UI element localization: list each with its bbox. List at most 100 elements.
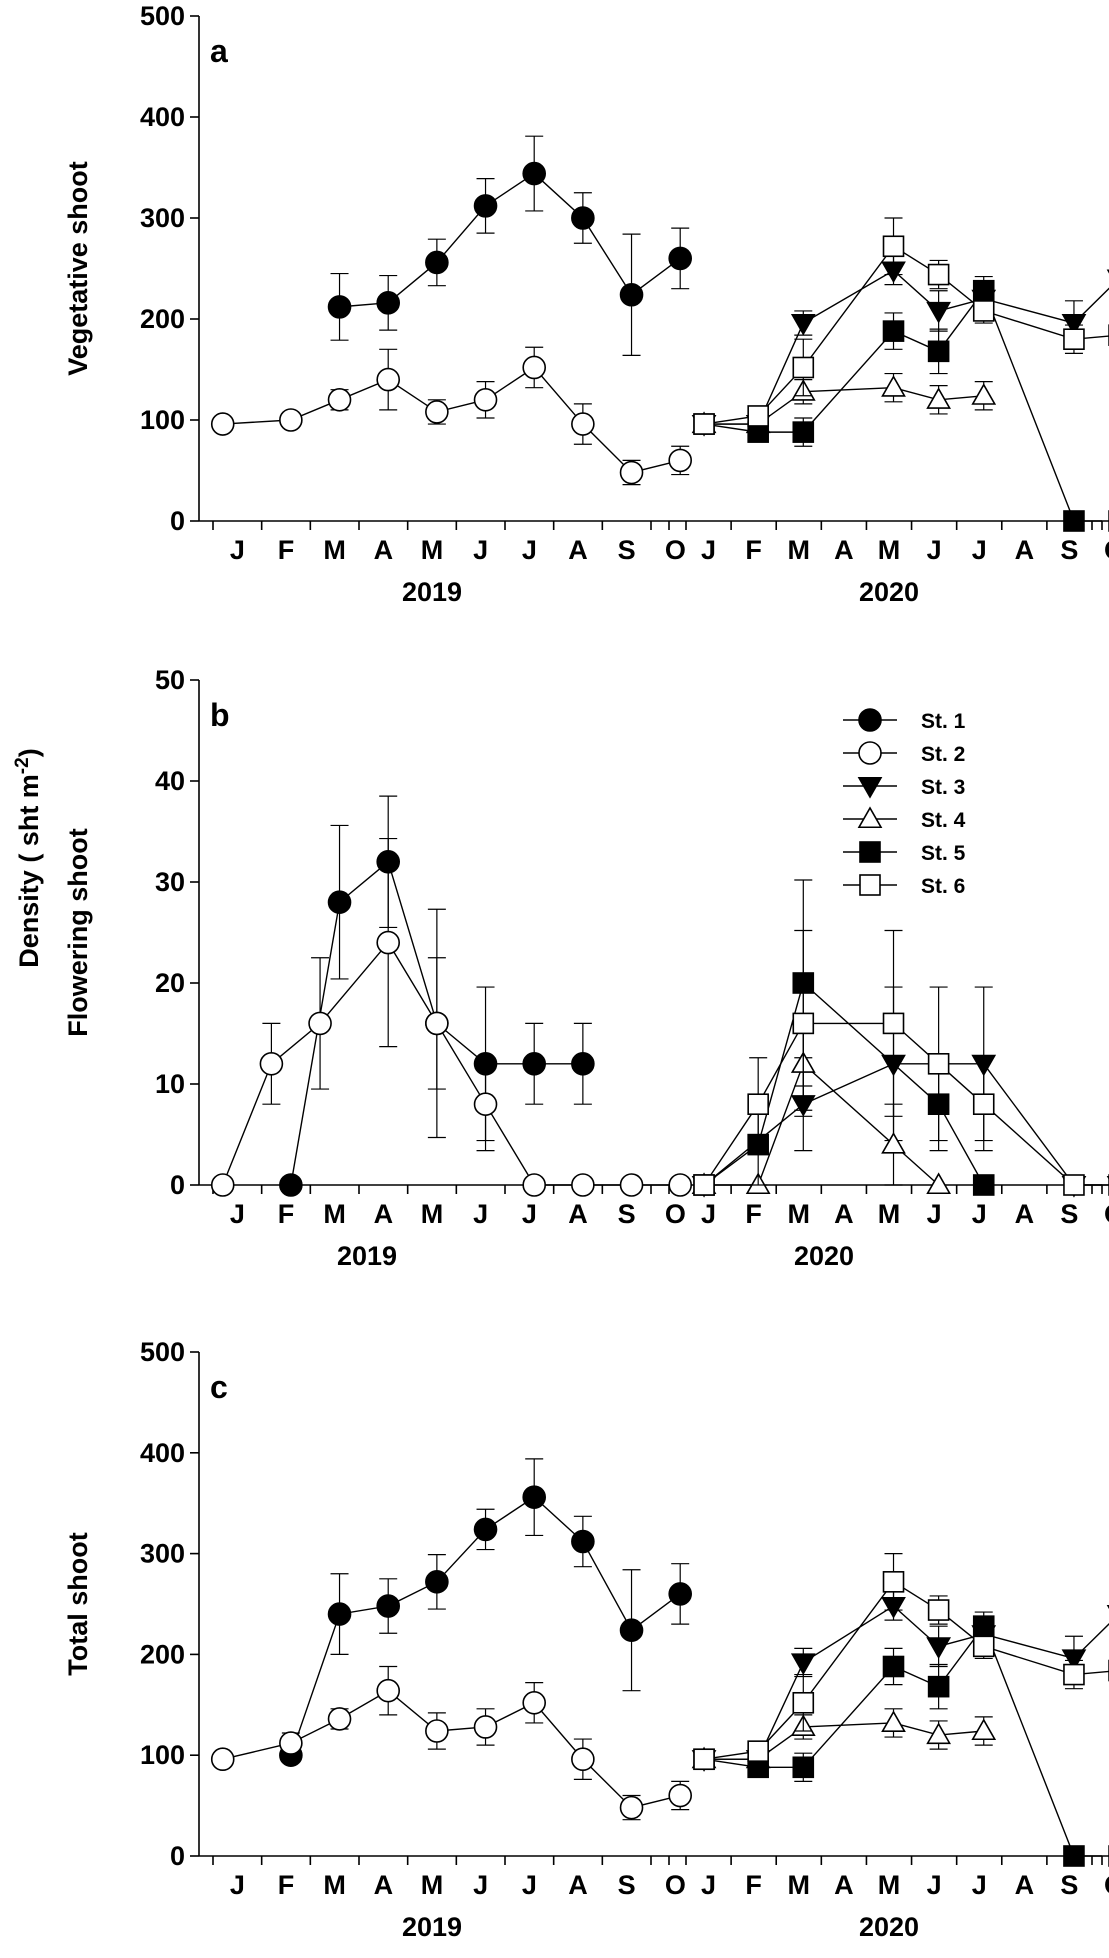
series-line xyxy=(703,1022,1109,1186)
series-line xyxy=(704,269,1109,425)
x-tick-label: A xyxy=(374,1870,394,1900)
y-tick-label: 200 xyxy=(140,1639,185,1669)
x-tick-label: M xyxy=(421,535,444,565)
x-tick-label: A xyxy=(568,1870,588,1900)
data-point xyxy=(747,405,769,427)
data-point xyxy=(522,355,547,380)
data-point xyxy=(668,246,693,271)
data-point xyxy=(571,412,595,436)
series-line xyxy=(222,941,681,1186)
y-tick-label: 40 xyxy=(155,766,185,796)
data-point xyxy=(376,1678,401,1703)
data-point xyxy=(927,263,950,286)
panel-b: 01020304050JFMAMJJASO2019JFMAMJJASO2020b… xyxy=(63,665,1109,1271)
x-tick-label: J xyxy=(522,1870,537,1900)
legend-marker xyxy=(857,776,883,799)
y-tick-label: 500 xyxy=(140,1337,185,1367)
x-tick-label: F xyxy=(745,535,762,565)
data-point xyxy=(792,1012,815,1035)
data-point xyxy=(522,1690,547,1715)
x-tick-label: M xyxy=(788,1199,811,1229)
data-point xyxy=(972,300,995,322)
legend-label: St. 2 xyxy=(921,743,965,766)
data-point xyxy=(926,387,952,409)
data-point xyxy=(747,1093,769,1115)
x-tick-label: J xyxy=(701,1199,716,1229)
x-tick-label: J xyxy=(230,1199,245,1229)
data-point xyxy=(882,1655,905,1678)
x-tick-label: M xyxy=(421,1199,444,1229)
y-tick-label: 30 xyxy=(155,867,185,897)
data-point xyxy=(926,1637,952,1659)
x-tick-label: M xyxy=(323,1199,346,1229)
x-tick-label: J xyxy=(927,1199,942,1229)
data-point xyxy=(971,383,997,405)
series-st5 xyxy=(693,1611,1109,1867)
panel-ylabel: Total shoot xyxy=(63,1532,93,1675)
x-tick-label: S xyxy=(618,1199,636,1229)
y-tick-label: 0 xyxy=(170,1170,185,1200)
data-point xyxy=(926,1722,952,1745)
series-st6 xyxy=(693,1552,1109,1771)
series-st5 xyxy=(693,275,1109,532)
shared-ylabel-end: ) xyxy=(14,748,44,757)
legend-marker xyxy=(859,841,881,863)
series-st2 xyxy=(210,837,693,1197)
x-tick-label: J xyxy=(522,1199,537,1229)
data-point xyxy=(790,313,816,336)
y-tick-label: 100 xyxy=(140,1740,185,1770)
panel-letter: c xyxy=(210,1369,228,1405)
data-point xyxy=(790,1653,816,1676)
panel-ylabel: Vegetative shoot xyxy=(63,161,93,376)
panel-letter: b xyxy=(210,697,230,733)
shared-ylabel: Density ( sht m-2) xyxy=(12,748,44,967)
x-tick-label: O xyxy=(1104,1870,1109,1900)
data-point xyxy=(693,1748,715,1771)
data-point xyxy=(522,161,547,186)
series-st5 xyxy=(693,879,995,1196)
data-point xyxy=(619,460,644,485)
series-st2 xyxy=(210,1665,693,1821)
data-point xyxy=(376,291,401,315)
x-tick-label: M xyxy=(323,535,346,565)
legend-marker xyxy=(858,741,882,765)
x-tick-label: F xyxy=(278,535,295,565)
data-point xyxy=(327,1707,352,1731)
x-tick-label: A xyxy=(568,535,588,565)
data-point xyxy=(210,412,235,436)
data-point xyxy=(619,1618,644,1643)
data-point xyxy=(927,1675,950,1698)
data-point xyxy=(571,206,595,230)
x-tick-label: J xyxy=(972,535,987,565)
data-point xyxy=(1063,328,1085,351)
x-tick-label: F xyxy=(278,1870,295,1900)
year-label: 2019 xyxy=(402,1912,462,1942)
legend-marker xyxy=(858,708,882,732)
x-tick-label: O xyxy=(665,1870,686,1900)
x-tick-label: A xyxy=(834,1199,854,1229)
data-point xyxy=(1063,1845,1085,1867)
data-point xyxy=(747,1740,769,1762)
data-point xyxy=(882,1571,905,1593)
data-point xyxy=(792,421,815,443)
legend-label: St. 5 xyxy=(921,842,966,865)
y-tick-label: 400 xyxy=(140,102,185,132)
x-tick-label: F xyxy=(745,1199,762,1229)
data-point xyxy=(425,1719,449,1743)
panel-a: 0100200300400500JFMAMJJASO2019JFMAMJJASO… xyxy=(63,1,1109,607)
panel-letter: a xyxy=(210,33,228,69)
x-tick-label: J xyxy=(522,535,537,565)
data-point xyxy=(376,1594,401,1618)
legend: St. 1 St. 2 St. 3 St. 4 St. 5 St. 6 xyxy=(843,708,966,898)
data-point xyxy=(1063,1174,1085,1196)
y-tick-label: 300 xyxy=(140,203,185,233)
series-line xyxy=(703,245,1109,425)
x-tick-label: S xyxy=(618,535,636,565)
x-tick-label: M xyxy=(788,535,811,565)
x-tick-label: A xyxy=(834,535,854,565)
year-label: 2019 xyxy=(402,577,462,607)
data-point xyxy=(881,1710,906,1732)
series-st4 xyxy=(691,1016,952,1195)
data-point xyxy=(473,1517,498,1542)
